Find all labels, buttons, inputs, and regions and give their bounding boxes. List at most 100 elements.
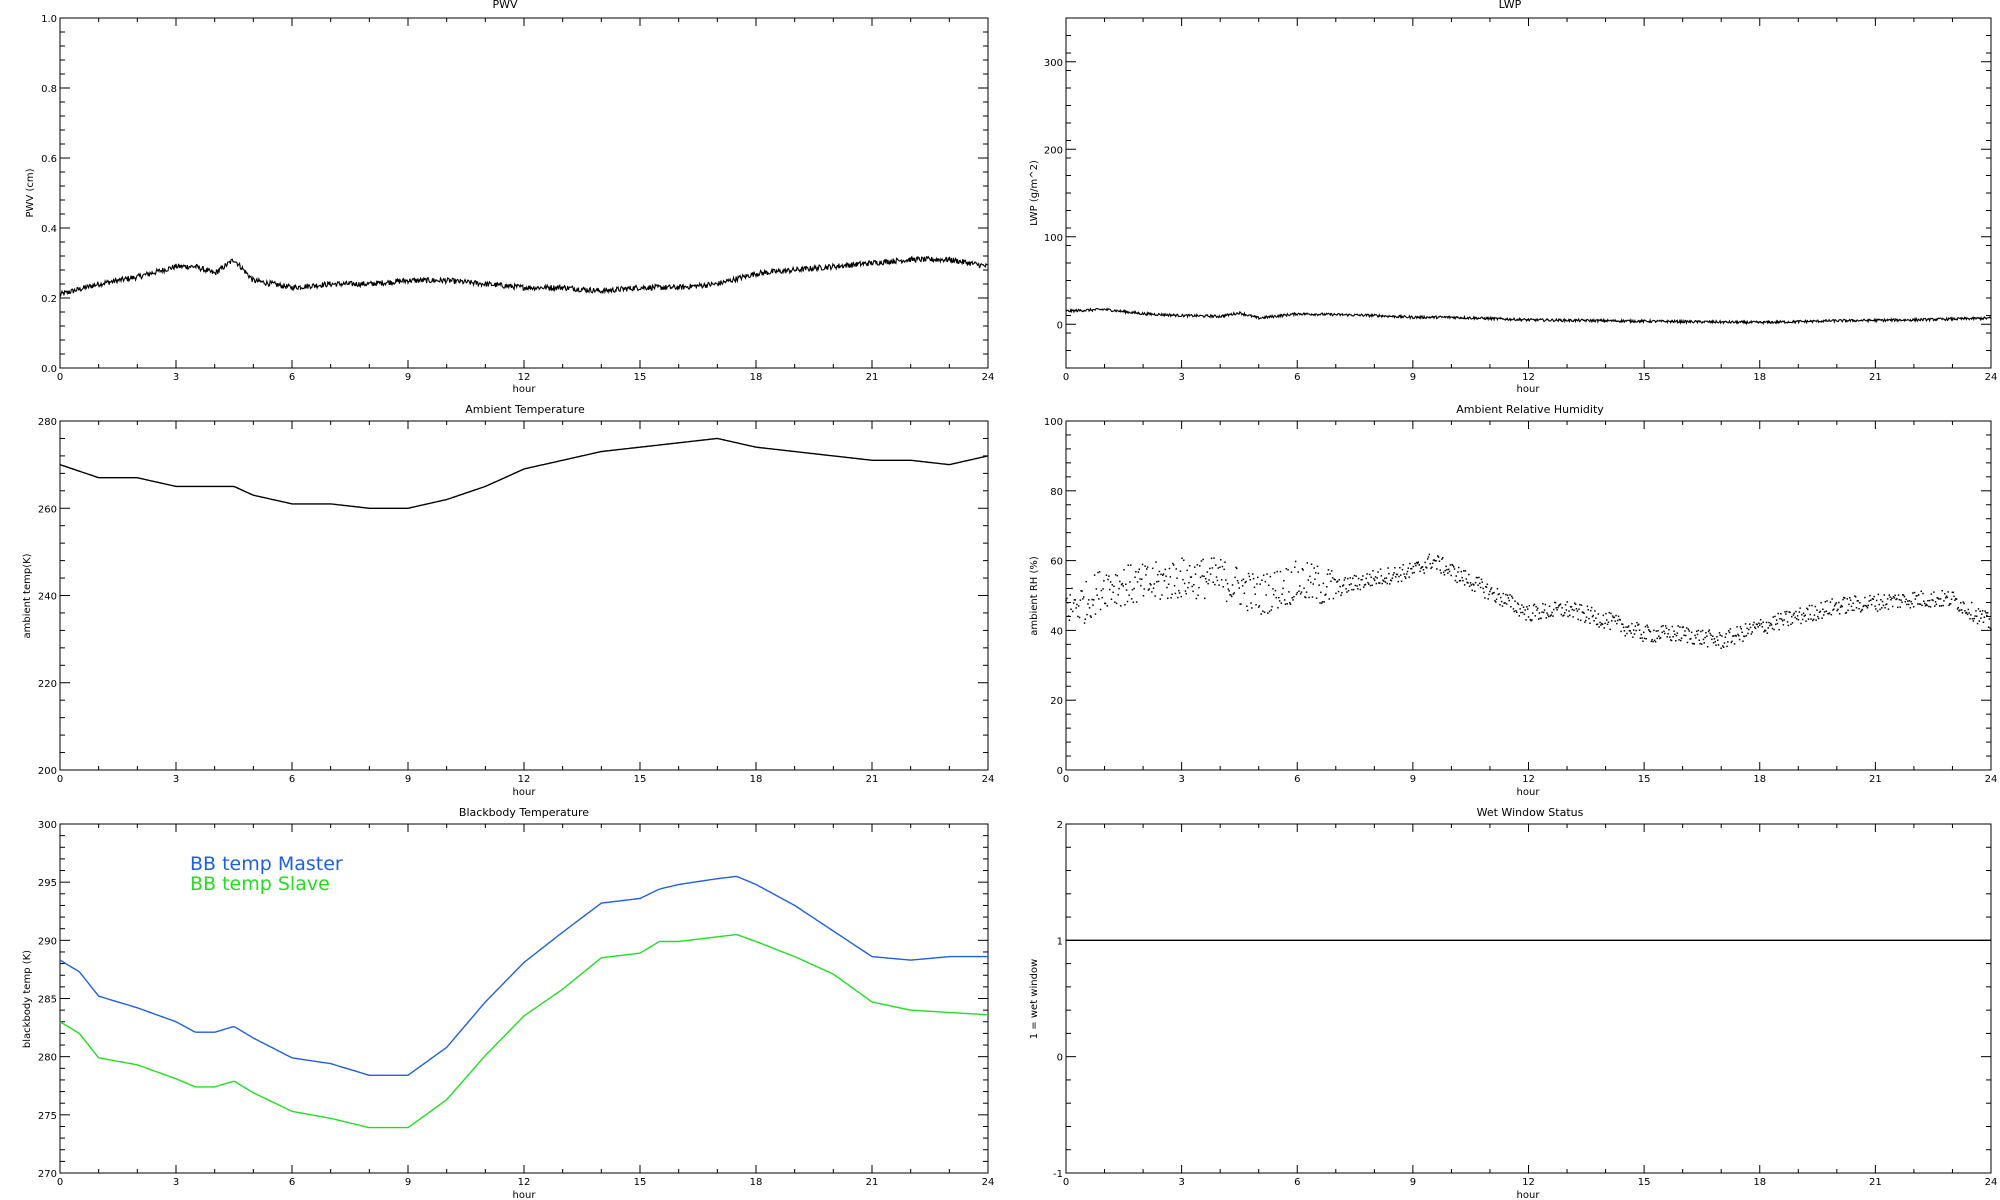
series-point-ambient-rh <box>1918 594 1920 596</box>
series-point-ambient-rh <box>1441 558 1443 560</box>
series-point-ambient-rh <box>1190 576 1193 578</box>
series-point-ambient-rh <box>1243 592 1246 594</box>
series-point-ambient-rh <box>1611 620 1613 622</box>
series-point-ambient-rh <box>1705 632 1707 634</box>
series-point-ambient-rh <box>1231 595 1233 598</box>
series-point-ambient-rh <box>1175 568 1177 570</box>
series-point-ambient-rh <box>1919 603 1922 605</box>
series-point-ambient-rh <box>1569 614 1571 617</box>
series-point-ambient-rh <box>1344 577 1346 579</box>
series-point-ambient-rh <box>1728 631 1731 634</box>
series-point-ambient-rh <box>1618 618 1621 621</box>
series-point-ambient-rh <box>1858 608 1860 610</box>
series-point-ambient-rh <box>1278 600 1281 602</box>
series-point-ambient-rh <box>1921 604 1923 607</box>
series-point-ambient-rh <box>1331 570 1333 572</box>
series-point-ambient-rh <box>1083 622 1086 624</box>
series-point-ambient-rh <box>1521 611 1524 614</box>
series-point-ambient-rh <box>1848 603 1850 606</box>
series-point-ambient-rh <box>1967 608 1970 611</box>
series-point-ambient-rh <box>1248 575 1251 578</box>
series-point-ambient-rh <box>1542 611 1545 614</box>
series-point-ambient-rh <box>1171 593 1173 595</box>
series-point-ambient-rh <box>1143 588 1145 590</box>
series-point-ambient-rh <box>1902 594 1905 596</box>
series-point-ambient-rh <box>1687 628 1690 630</box>
series-point-ambient-rh <box>1206 571 1209 573</box>
series-point-ambient-rh <box>1896 598 1898 600</box>
series-point-ambient-rh <box>1759 619 1762 621</box>
series-point-ambient-rh <box>1963 602 1965 605</box>
series-point-ambient-rh <box>1306 562 1309 564</box>
series-point-ambient-rh <box>1350 583 1352 585</box>
series-point-ambient-rh <box>1663 630 1665 633</box>
lwp-ticks: 0 3 6 9 12 15 18 21 24 0 100 200 300 <box>1044 17 1997 383</box>
series-point-ambient-rh <box>1310 581 1312 584</box>
series-point-ambient-rh <box>1250 602 1252 604</box>
series-point-ambient-rh <box>1166 586 1168 589</box>
series-point-ambient-rh <box>1457 571 1459 573</box>
series-point-ambient-rh <box>1471 589 1473 592</box>
series-point-ambient-rh <box>1337 590 1340 593</box>
series-point-ambient-rh <box>1589 622 1591 624</box>
series-point-ambient-rh <box>1601 622 1603 625</box>
series-point-ambient-rh <box>1305 596 1307 599</box>
series-point-ambient-rh <box>1810 618 1812 620</box>
series-point-ambient-rh <box>1881 607 1883 609</box>
series-point-ambient-rh <box>1300 591 1303 593</box>
series-point-ambient-rh <box>1814 605 1816 608</box>
series-point-ambient-rh <box>1910 600 1912 603</box>
series-point-ambient-rh <box>1912 606 1915 608</box>
series-point-ambient-rh <box>1712 642 1715 644</box>
series-point-ambient-rh <box>1132 601 1135 603</box>
series-point-ambient-rh <box>1798 611 1801 613</box>
series-point-ambient-rh <box>1767 627 1769 629</box>
series-point-ambient-rh <box>1583 612 1585 614</box>
pwv-ticks: 0 3 6 9 12 15 18 21 24 0.0 0.2 0.4 0.6 0.8 1.0 <box>41 14 994 383</box>
series-point-ambient-rh <box>1823 614 1825 616</box>
series-point-ambient-rh <box>1230 594 1232 596</box>
series-point-ambient-rh <box>1588 617 1590 620</box>
series-point-ambient-rh <box>1698 639 1700 641</box>
series-point-ambient-rh <box>1870 603 1873 606</box>
series-point-ambient-rh <box>1513 610 1515 613</box>
bb-temp-ylabel: blackbody temp (K) <box>22 950 33 1048</box>
series-point-ambient-rh <box>1680 637 1683 639</box>
series-point-ambient-rh <box>1860 611 1862 613</box>
series-point-ambient-rh <box>1118 587 1120 590</box>
series-point-ambient-rh <box>1238 587 1240 589</box>
ambient-rh-series <box>1065 553 1992 649</box>
series-point-ambient-rh <box>1178 592 1181 594</box>
series-point-ambient-rh <box>1394 576 1397 578</box>
series-point-ambient-rh <box>1892 596 1895 598</box>
series-point-ambient-rh <box>1421 566 1424 568</box>
series-point-ambient-rh <box>1341 592 1343 594</box>
series-point-ambient-rh <box>1655 630 1658 632</box>
series-point-ambient-rh <box>1280 602 1283 604</box>
series-point-ambient-rh <box>1135 601 1138 603</box>
series-point-ambient-rh <box>1332 597 1335 600</box>
series-point-ambient-rh <box>1865 604 1867 607</box>
x-tick-label: 6 <box>1294 372 1300 383</box>
series-point-ambient-rh <box>1437 555 1439 557</box>
series-point-ambient-rh <box>1644 625 1647 628</box>
series-point-ambient-rh <box>1629 630 1631 632</box>
series-point-ambient-rh <box>1853 609 1855 612</box>
series-point-ambient-rh <box>1419 570 1421 573</box>
series-point-ambient-rh <box>1384 581 1387 583</box>
series-point-ambient-rh <box>1796 615 1799 617</box>
series-point-ambient-rh <box>1829 601 1832 603</box>
series-point-ambient-rh <box>1408 576 1410 578</box>
series-point-ambient-rh <box>1579 603 1581 606</box>
series-point-ambient-rh <box>1933 591 1935 593</box>
ambient-temp-xlabel: hour <box>513 787 537 798</box>
series-point-ambient-rh <box>1495 598 1498 600</box>
series-point-ambient-rh <box>1845 611 1848 614</box>
series-point-ambient-rh <box>1242 578 1245 580</box>
series-point-ambient-rh <box>1925 603 1927 606</box>
series-point-ambient-rh <box>1372 570 1374 572</box>
series-point-ambient-rh <box>1173 585 1176 587</box>
series-point-ambient-rh <box>1151 567 1154 570</box>
series-point-ambient-rh <box>1307 579 1309 581</box>
series-point-ambient-rh <box>1240 603 1242 605</box>
